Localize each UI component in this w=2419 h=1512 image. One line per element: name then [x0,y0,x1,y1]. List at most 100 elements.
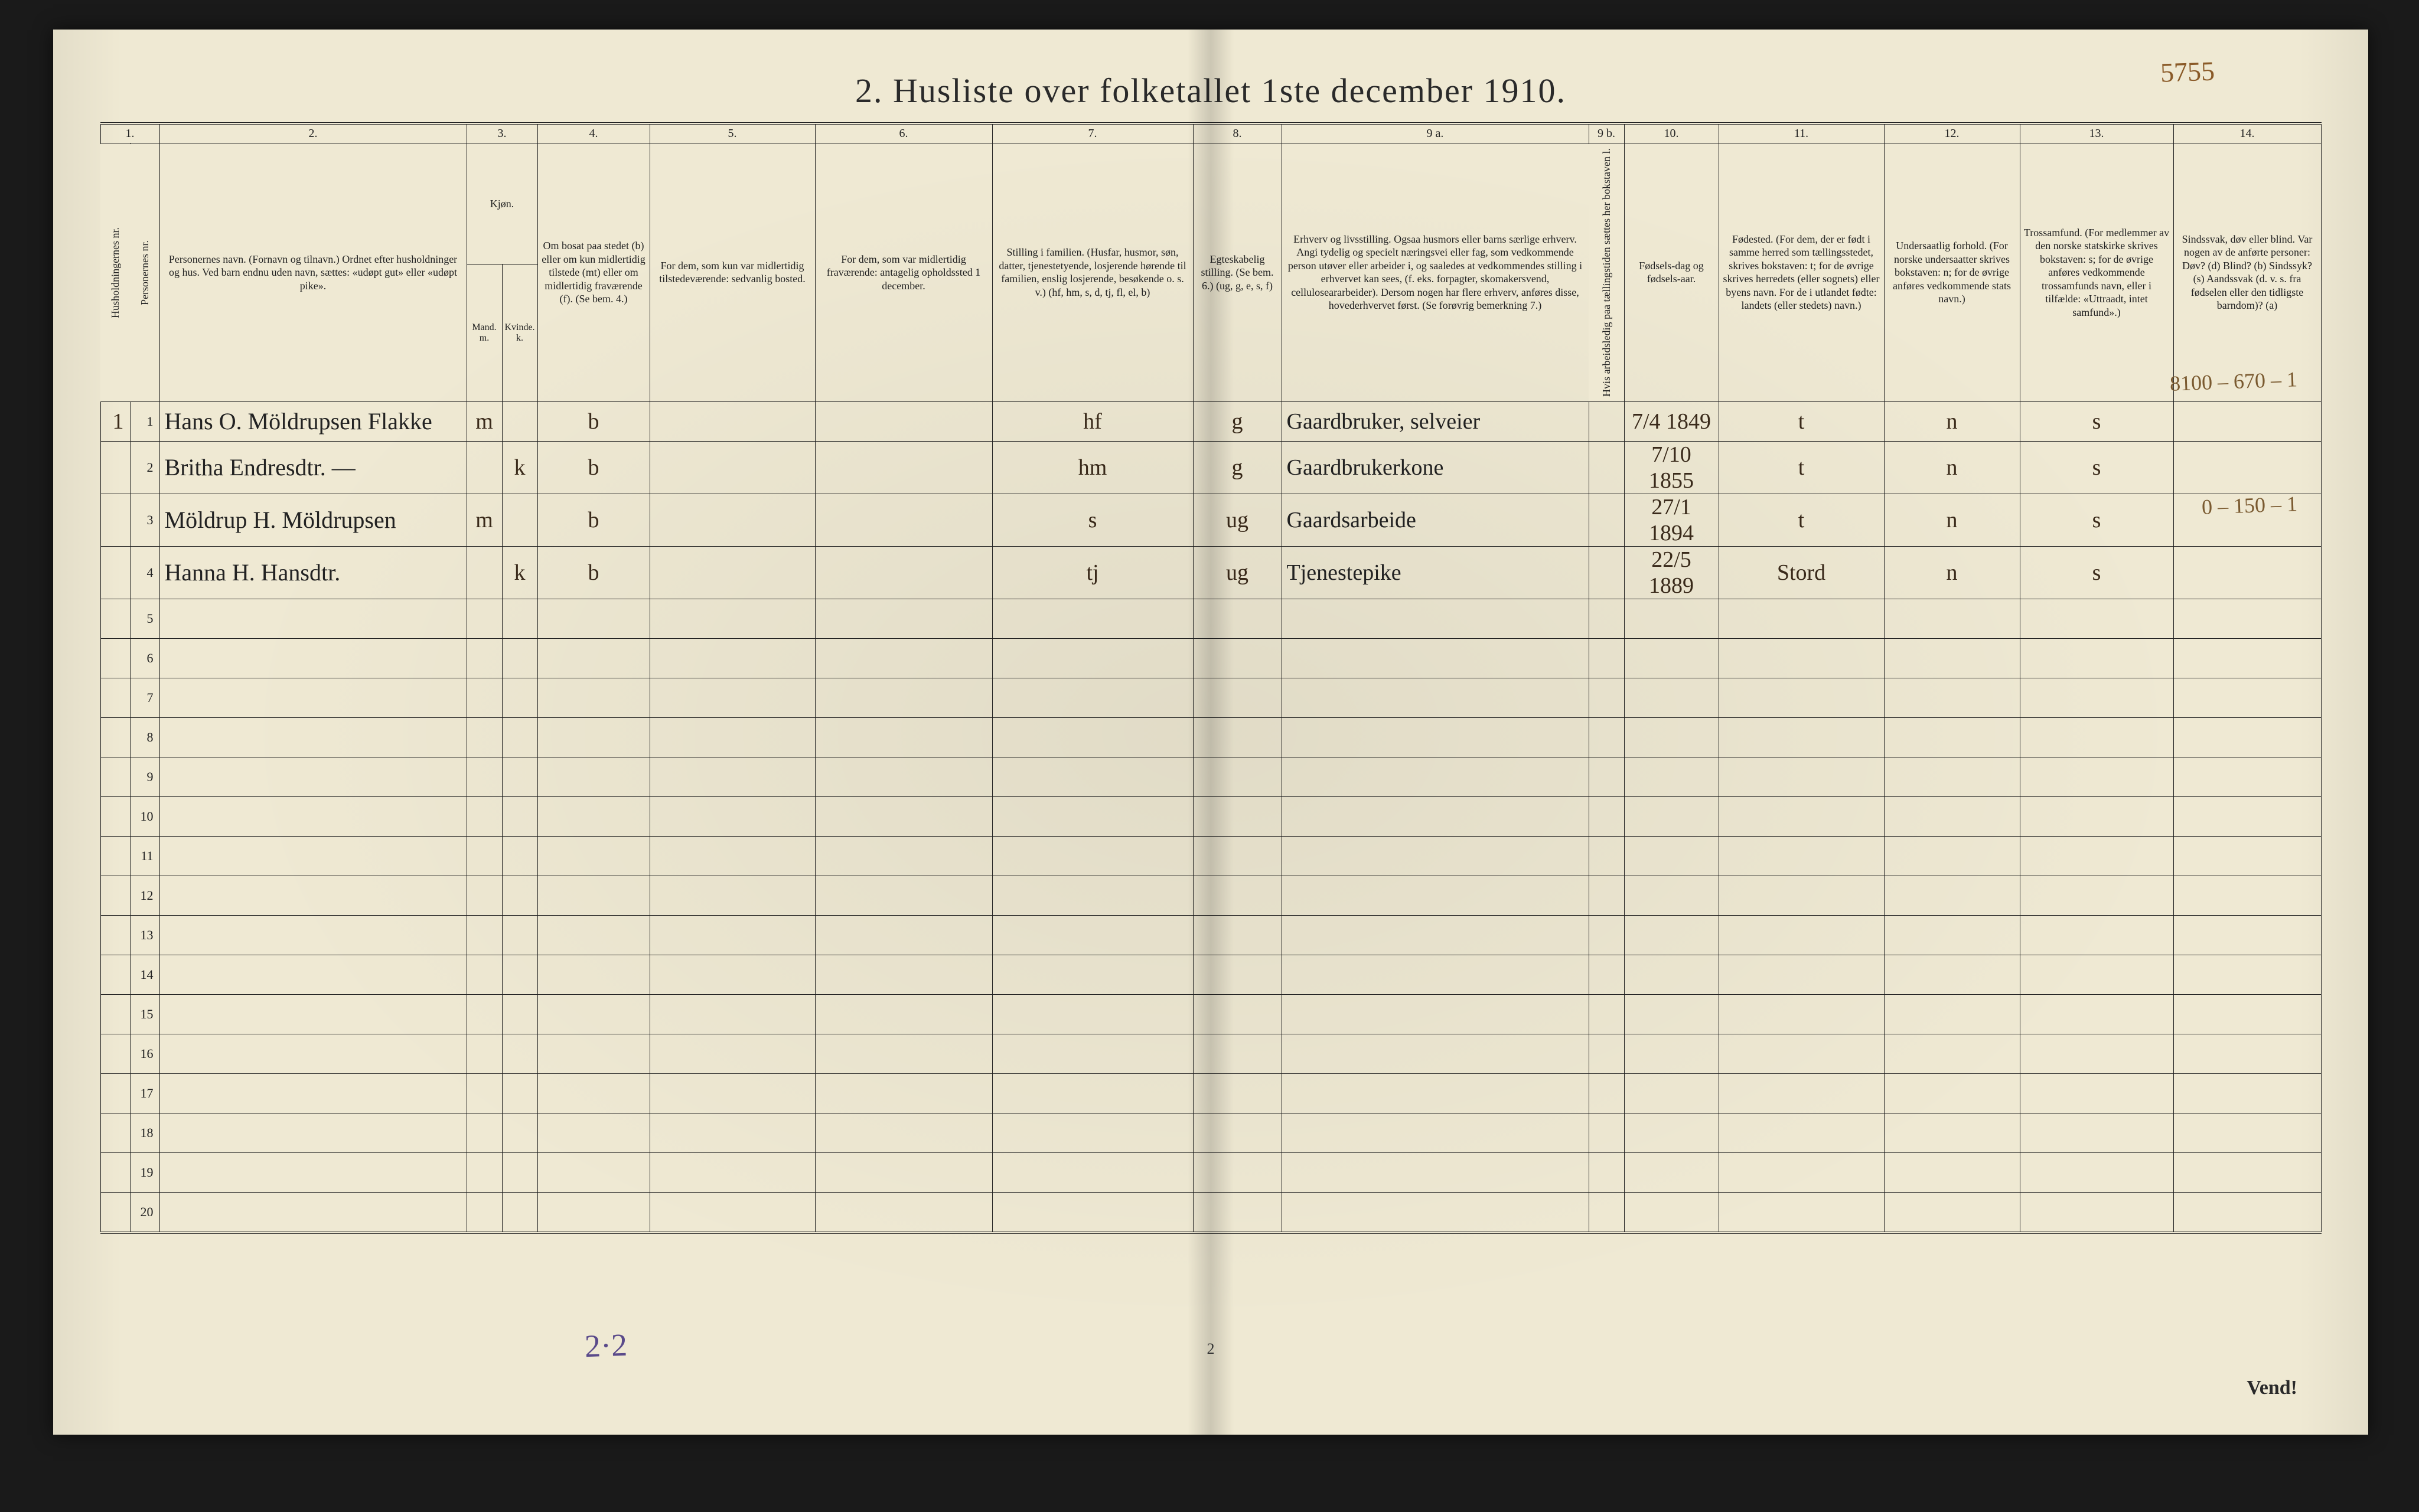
cell-undersaat: n [1884,401,2020,441]
cell-husholdning-nr [100,1152,130,1192]
cell-empty [1624,1073,1719,1113]
table-body: 11Hans O. Möldrupsen FlakkembhfgGaardbru… [100,401,2321,1233]
cell-empty [650,994,815,1034]
colnum-9b: 9 b. [1589,123,1624,143]
cell-trossamfund: s [2020,494,2173,546]
cell-empty [815,1192,992,1233]
cell-empty [815,994,992,1034]
cell-empty [159,717,467,757]
annotation-top-right: 5755 [2160,55,2215,88]
cell-empty [1719,678,1884,717]
cell-empty [1624,1034,1719,1073]
cell-empty [502,678,537,717]
cell-empty [1193,1073,1282,1113]
cell-empty [467,836,502,876]
cell-empty [502,796,537,836]
cell-empty [159,876,467,915]
cell-sindssvak [2173,441,2321,494]
cell-fodested: t [1719,441,1884,494]
cell-empty [992,599,1193,638]
cell-empty [1719,1073,1884,1113]
cell-empty [1719,955,1884,994]
cell-empty [1884,796,2020,836]
cell-husholdning-nr [100,638,130,678]
colnum-3: 3. [467,123,537,143]
cell-empty [650,638,815,678]
cell-empty [1193,994,1282,1034]
cell-empty [650,796,815,836]
cell-empty [1193,1034,1282,1073]
cell-mt-bosted [650,441,815,494]
cell-empty [1719,757,1884,796]
cell-empty [1589,678,1624,717]
cell-person-nr: 3 [130,494,159,546]
cell-empty [1884,1192,2020,1233]
cell-husholdning-nr [100,955,130,994]
cell-empty [2020,638,2173,678]
cell-empty [2020,796,2173,836]
cell-empty [159,757,467,796]
cell-egteskab: ug [1193,546,1282,599]
cell-empty [650,1034,815,1073]
cell-person-nr: 10 [130,796,159,836]
cell-husholdning-nr [100,796,130,836]
vend-label: Vend! [2247,1377,2297,1399]
cell-empty [650,717,815,757]
colnum-7: 7. [992,123,1193,143]
cell-mt-bosted [650,494,815,546]
cell-empty [159,1034,467,1073]
cell-empty [502,1152,537,1192]
cell-empty [1624,717,1719,757]
cell-empty [992,1152,1193,1192]
cell-husholdning-nr [100,915,130,955]
cell-empty [815,717,992,757]
cell-empty [502,1113,537,1152]
cell-empty [537,915,650,955]
cell-bosat: b [537,441,650,494]
cell-empty [159,678,467,717]
cell-empty [1884,876,2020,915]
page-number-bottom: 2 [1207,1340,1215,1358]
cell-empty [992,876,1193,915]
cell-person-nr: 8 [130,717,159,757]
hdr-trossamfund: Trossamfund. (For medlemmer av den norsk… [2020,143,2173,402]
cell-empty [2173,955,2321,994]
cell-empty [1589,757,1624,796]
cell-empty [537,757,650,796]
cell-sindssvak [2173,401,2321,441]
cell-navn: Hanna H. Hansdtr. [159,546,467,599]
cell-empty [815,836,992,876]
cell-husholdning-nr [100,546,130,599]
cell-empty [2173,717,2321,757]
cell-empty [2020,717,2173,757]
cell-empty [2020,1034,2173,1073]
cell-arbeidsledig [1589,546,1624,599]
table-row: 12 [100,876,2321,915]
cell-empty [1624,1192,1719,1233]
cell-empty [467,717,502,757]
cell-empty [650,599,815,638]
cell-empty [992,1192,1193,1233]
cell-empty [1719,1113,1884,1152]
cell-empty [1282,915,1589,955]
cell-empty [2173,876,2321,915]
cell-empty [815,876,992,915]
cell-empty [159,915,467,955]
cell-empty [815,638,992,678]
cell-empty [1589,1192,1624,1233]
cell-empty [2173,599,2321,638]
cell-empty [1193,599,1282,638]
cell-empty [992,994,1193,1034]
cell-empty [1719,638,1884,678]
cell-empty [537,796,650,836]
cell-kvinde: k [502,441,537,494]
cell-husholdning-nr [100,757,130,796]
cell-person-nr: 17 [130,1073,159,1113]
cell-empty [2173,678,2321,717]
cell-kvinde [502,494,537,546]
cell-empty [2020,1152,2173,1192]
cell-person-nr: 1 [130,401,159,441]
colnum-8: 8. [1193,123,1282,143]
cell-empty [1282,1152,1589,1192]
cell-empty [502,1034,537,1073]
